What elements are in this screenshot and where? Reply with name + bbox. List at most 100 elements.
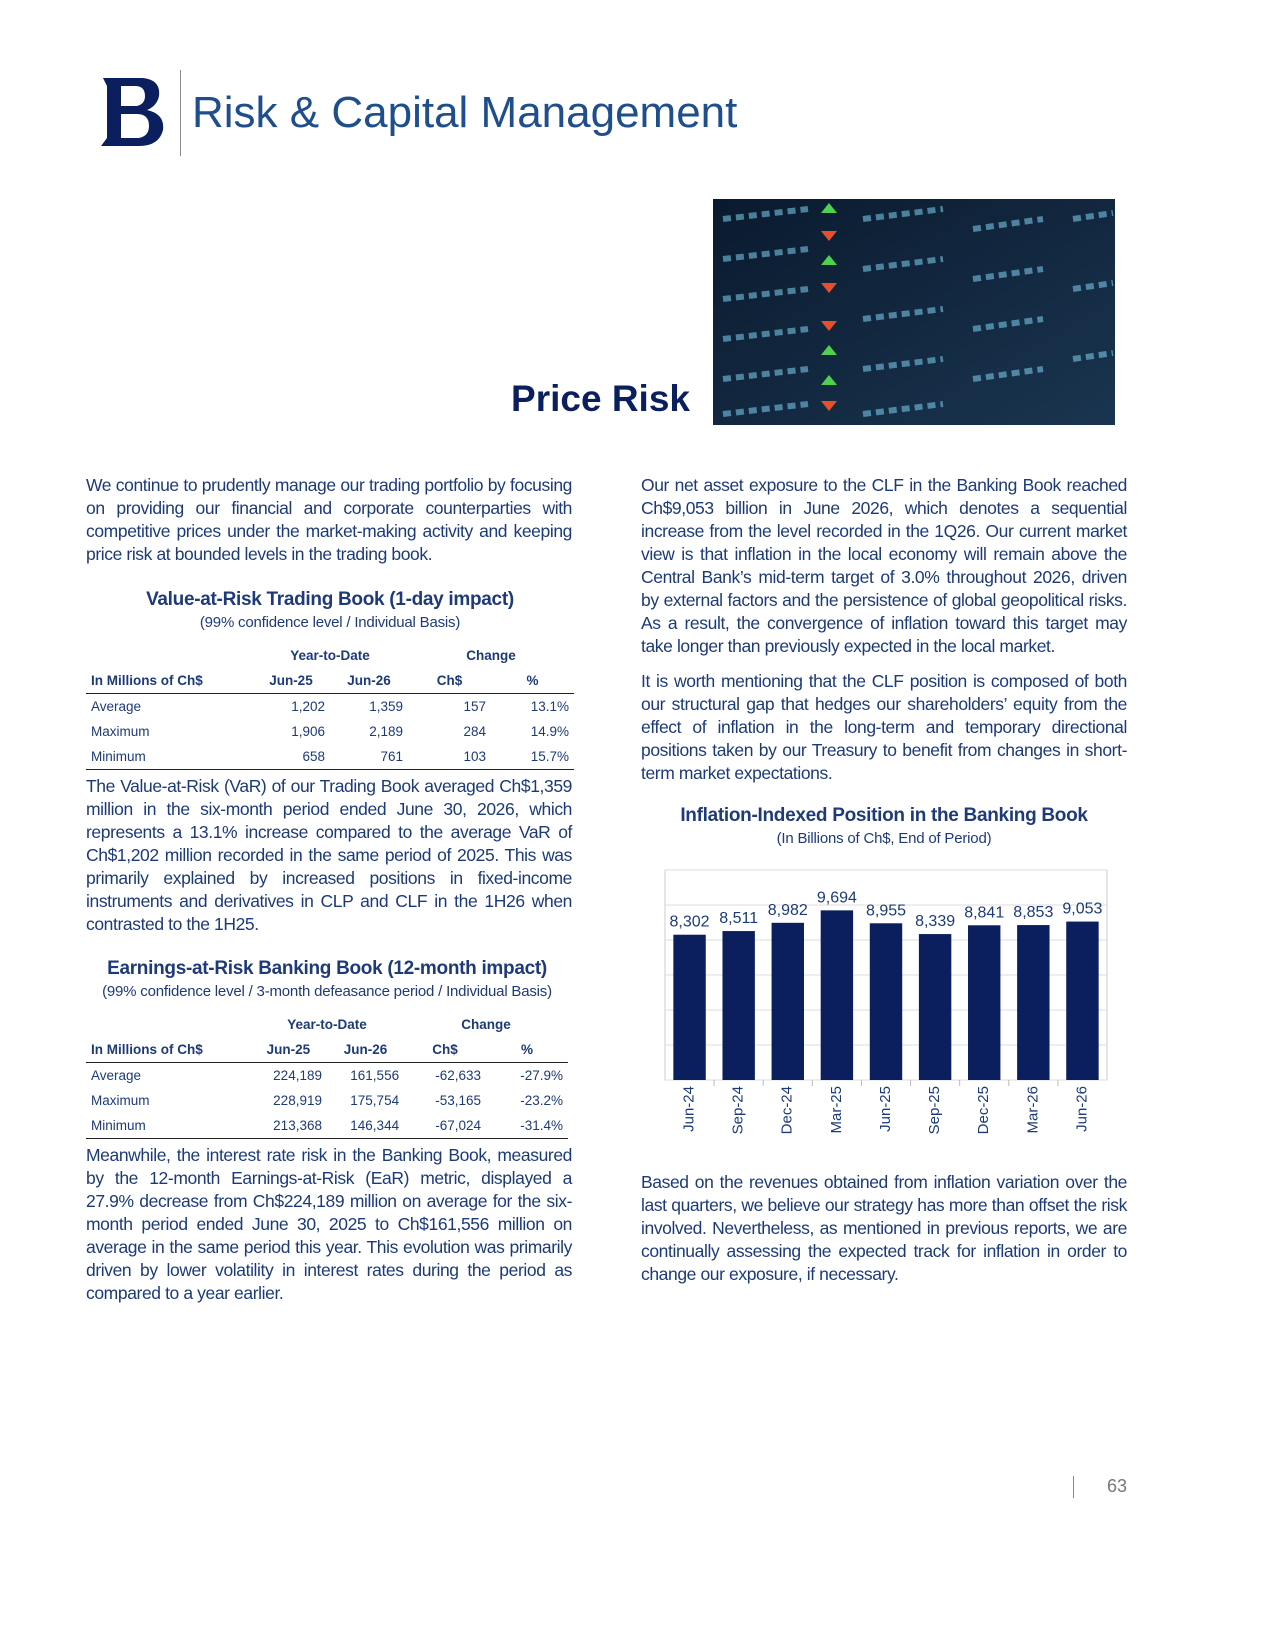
chart-subtitle: (In Billions of Ch$, End of Period)	[776, 830, 992, 847]
column-header: %	[486, 1037, 568, 1063]
x-tick-label: Jun-25	[877, 1086, 894, 1132]
header-row: In Millions of Ch$ Jun-25 Jun-26 Ch$%	[86, 1037, 568, 1063]
table-row: Average 1,202 1,359 157 13.1%	[86, 694, 574, 720]
ear-block: Earnings-at-Risk Banking Book (12-month …	[86, 958, 568, 1139]
group-header-row: Year-to-Date Change	[86, 643, 574, 668]
cell: -67,024	[404, 1113, 487, 1139]
bar	[673, 934, 706, 1080]
value-label: 8,841	[964, 904, 1004, 921]
bar	[1017, 925, 1050, 1080]
header-title: Risk & Capital Management	[192, 88, 738, 137]
cell: 1,906	[291, 724, 325, 739]
x-tick-label: Dec-25	[975, 1086, 992, 1134]
column-header: Ch$	[408, 668, 492, 694]
bar	[869, 923, 903, 1080]
table-row: Average 224,189 161,556 -62,633 -27.9%	[86, 1063, 568, 1089]
value-label: 9,694	[817, 889, 857, 906]
cell: 14.9%	[530, 724, 569, 739]
cell: 175,754	[350, 1093, 400, 1108]
x-tick-label: Sep-25	[926, 1086, 943, 1134]
column-header: %	[491, 668, 574, 694]
cell	[86, 643, 252, 668]
paragraph: Based on the revenues obtained from infl…	[641, 1172, 1127, 1284]
cell: Minimum	[86, 744, 252, 770]
paragraph: Our net asset exposure to the CLF in the…	[641, 475, 1127, 656]
cell: 15.7%	[491, 744, 574, 770]
cell: -53,165	[435, 1093, 482, 1108]
var-block: Value-at-Risk Trading Book (1-day impact…	[86, 589, 574, 770]
page-number: 63	[1107, 1476, 1128, 1496]
column-header: Jun-25	[251, 668, 330, 694]
x-tick-label: Jun-24	[681, 1086, 698, 1132]
cell: Average	[91, 699, 142, 714]
table-subtitle: (99% confidence level / Individual Basis…	[199, 614, 461, 631]
bar	[820, 910, 854, 1080]
group-header: Change	[466, 648, 516, 663]
cell: 1,359	[369, 699, 404, 714]
x-tick-label: Mar-25	[828, 1086, 845, 1134]
data-table: Year-to-Date Change In Millions of Ch$ Jun-…	[86, 1012, 568, 1139]
cell: Average	[91, 1068, 142, 1083]
cell: 2,189	[369, 724, 404, 739]
cell: Maximum	[91, 724, 150, 739]
cell: 224,189	[273, 1068, 322, 1083]
stock-photo	[713, 199, 1115, 425]
column-header: Jun-26	[329, 668, 409, 694]
group-header: Change	[461, 1017, 511, 1032]
cell: 157	[463, 699, 487, 714]
bar	[771, 922, 804, 1080]
cell: 213,368	[249, 1113, 327, 1139]
page-divider	[1073, 1476, 1074, 1498]
cell: 761	[329, 744, 409, 770]
cell: 13.1%	[530, 699, 569, 714]
paragraph: It is worth mentioning that the CLF posi…	[641, 671, 1127, 783]
column-header: Jun-26	[326, 1037, 405, 1063]
cell: 1,202	[291, 699, 325, 714]
group-header-row: Year-to-Date Change	[86, 1012, 568, 1037]
cell: -31.4%	[486, 1113, 568, 1139]
column-header: In Millions of Ch$	[86, 1037, 250, 1063]
cell: 284	[463, 724, 487, 739]
cell: -62,633	[435, 1068, 482, 1083]
value-label: 8,982	[768, 902, 808, 919]
paragraph: Meanwhile, the interest rate risk in the…	[86, 1145, 572, 1303]
table-row: Minimum 658 761 103 15.7%	[86, 744, 574, 770]
chart: 8,302 Jun-24 8,511 Sep-24 8,982 Dec-24 9,694 Ma…	[664, 869, 1108, 1134]
value-label: 8,511	[719, 910, 758, 927]
table-subtitle: (99% confidence level / 3-month defeasan…	[102, 983, 552, 1000]
bar	[968, 925, 1001, 1080]
chart-title: Inflation-Indexed Position in the Bankin…	[680, 805, 1088, 826]
cell: 161,556	[350, 1068, 400, 1083]
paragraph: We continue to prudently manage our trad…	[86, 475, 572, 564]
table-row: Maximum 228,919 175,754 -53,165 -23.2%	[86, 1088, 568, 1113]
x-tick-label: Jun-26	[1073, 1086, 1090, 1132]
header-row: In Millions of Ch$ Jun-25 Jun-26 Ch$%	[86, 668, 574, 694]
table-row: Minimum 213,368 146,344 -67,024 -31.4%	[86, 1113, 568, 1139]
cell: 103	[408, 744, 492, 770]
data-table: Year-to-Date Change In Millions of Ch$ Jun-…	[86, 643, 574, 770]
cell: 658	[251, 744, 330, 770]
cell: -23.2%	[520, 1093, 563, 1108]
value-label: 9,053	[1062, 901, 1102, 918]
cell: 228,919	[273, 1093, 322, 1108]
cell: Minimum	[86, 1113, 250, 1139]
group-header: Year-to-Date	[290, 648, 370, 663]
section-title: Price Risk	[511, 378, 690, 419]
table-row: Maximum 1,906 2,189 284 14.9%	[86, 719, 574, 744]
value-label: 8,955	[866, 902, 906, 919]
column-header: In Millions of Ch$	[86, 668, 252, 694]
table-title: Value-at-Risk Trading Book (1-day impact…	[146, 589, 514, 610]
x-tick-label: Sep-24	[730, 1086, 747, 1134]
value-label: 8,339	[915, 913, 955, 930]
column-header: Jun-25	[249, 1037, 327, 1063]
bar	[722, 931, 755, 1080]
value-label: 8,302	[670, 914, 710, 931]
bar	[1066, 921, 1099, 1080]
divider	[180, 70, 181, 156]
cell	[86, 1012, 250, 1037]
logo	[101, 78, 164, 146]
bar	[918, 934, 952, 1080]
cell: Maximum	[91, 1093, 150, 1108]
group-header: Year-to-Date	[287, 1017, 367, 1032]
